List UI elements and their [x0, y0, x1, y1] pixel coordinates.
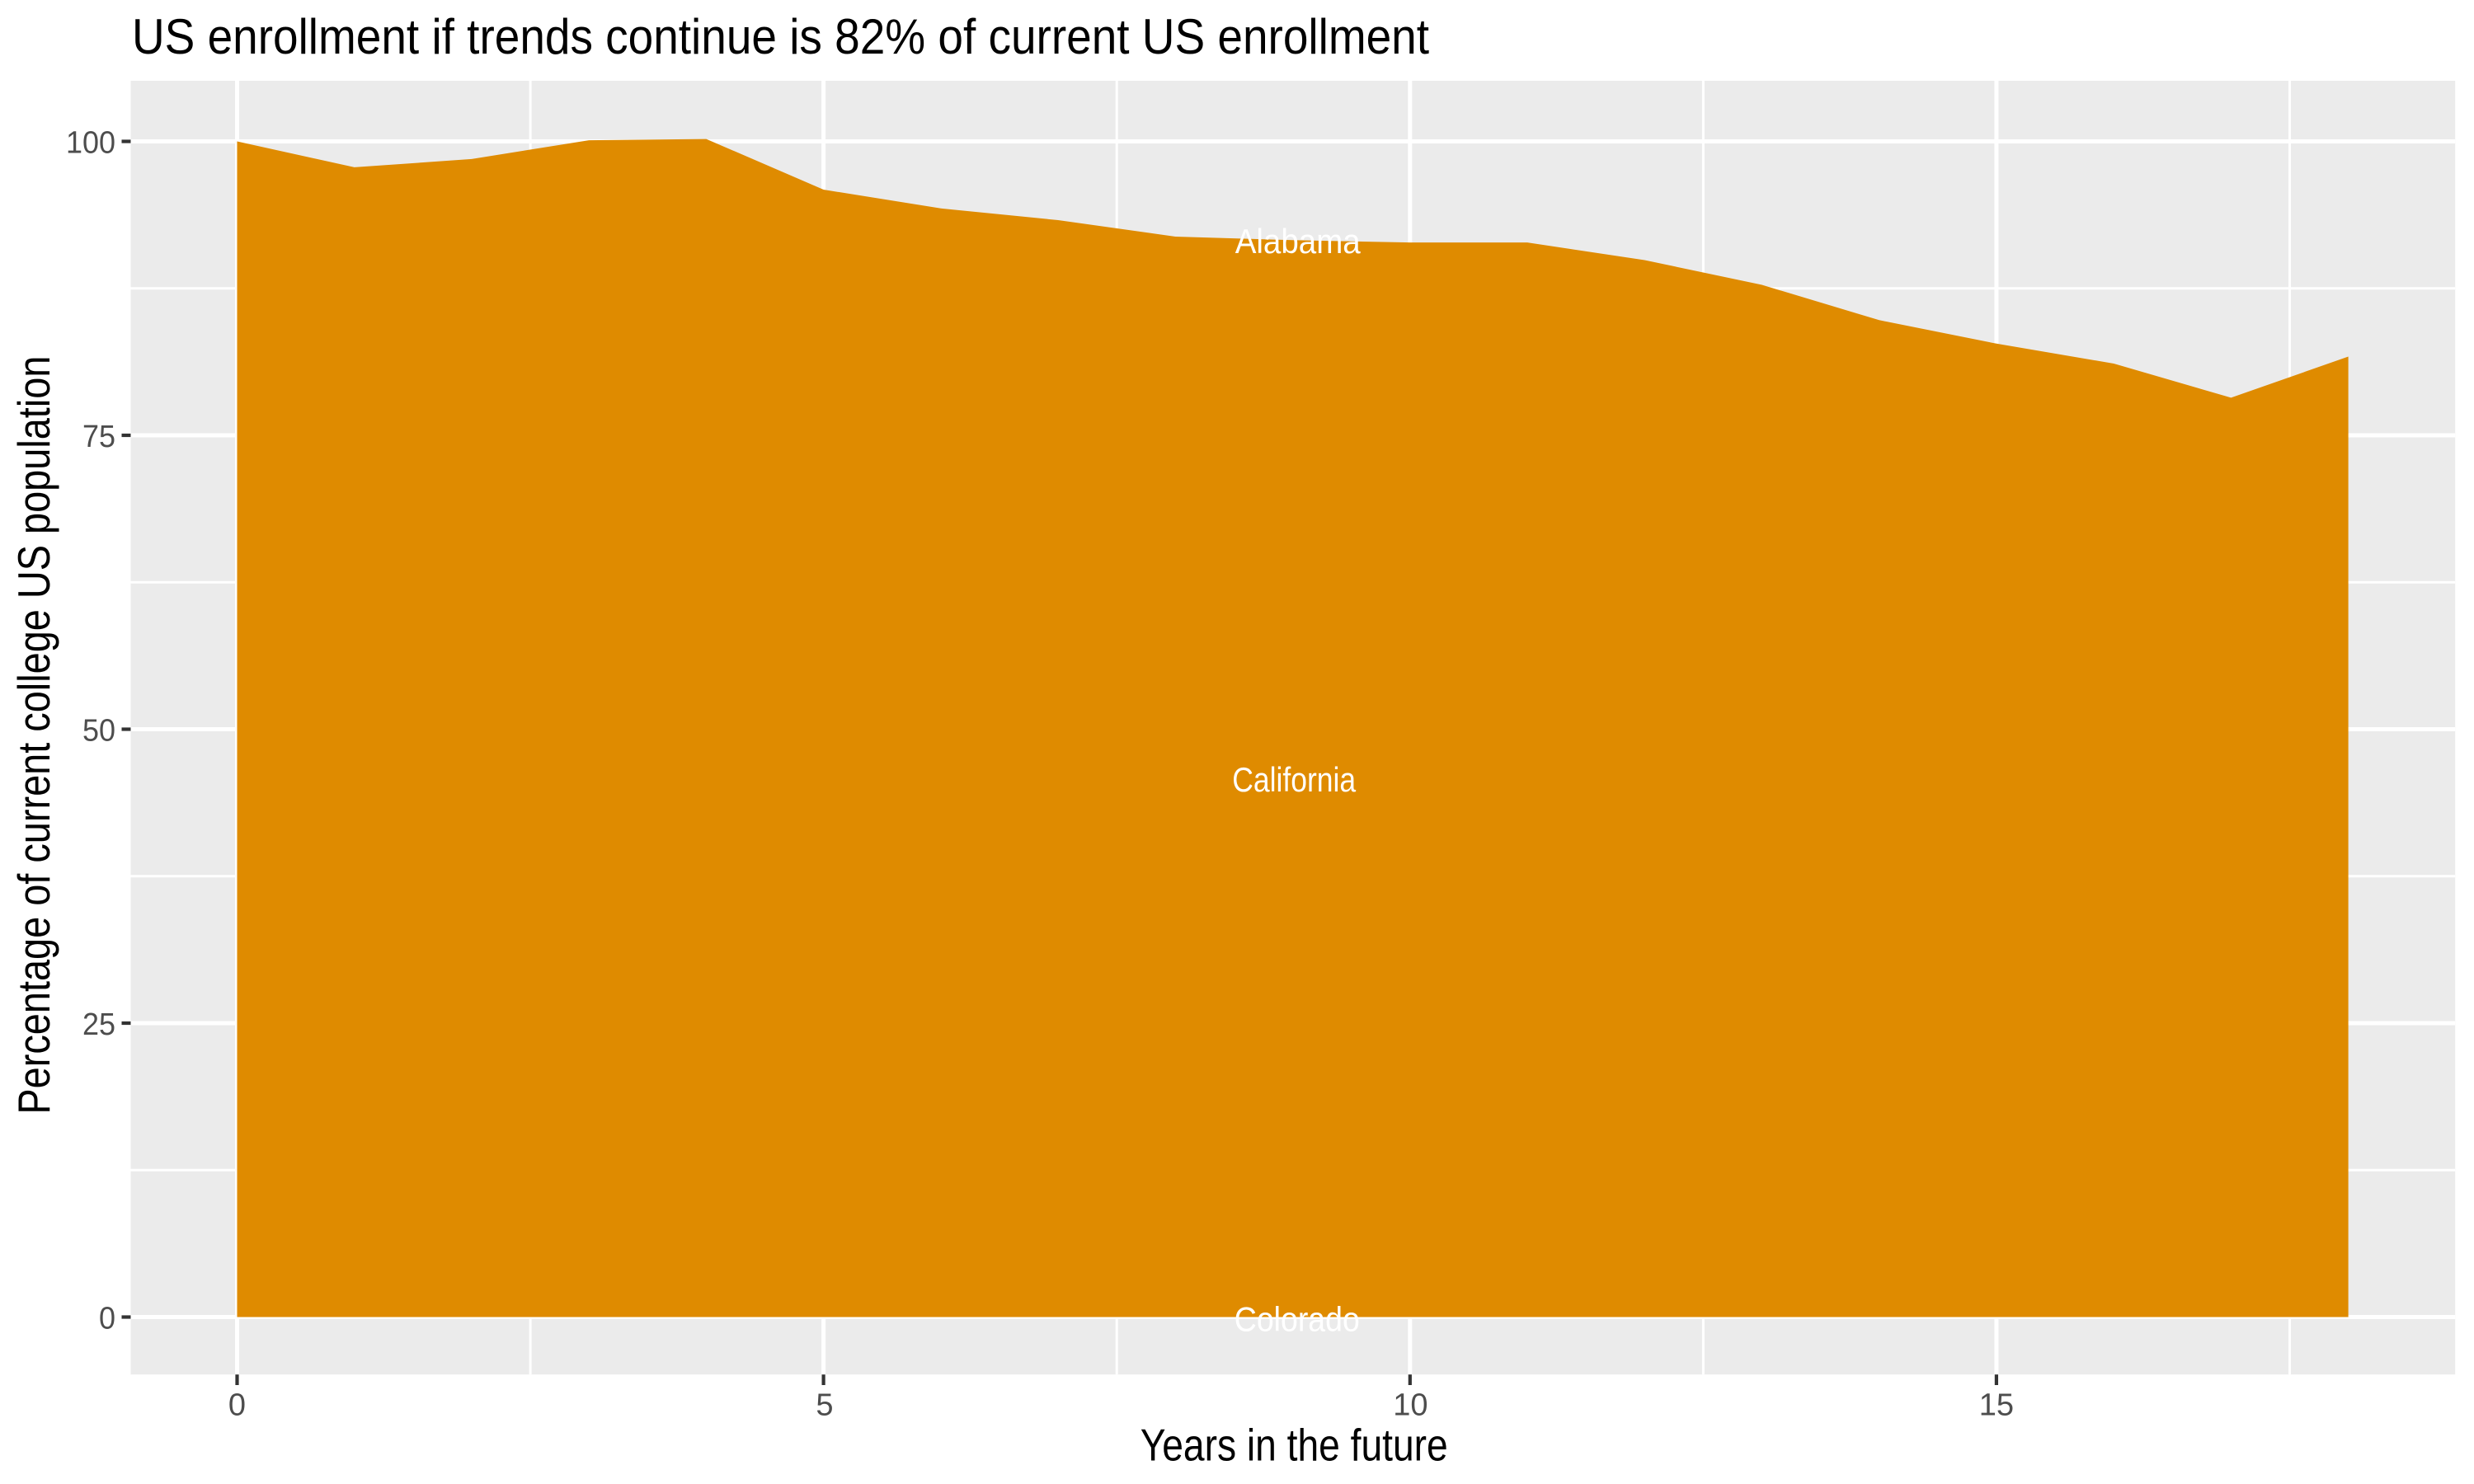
svg-text:Colorado: Colorado: [1235, 1299, 1360, 1338]
svg-text:15: 15: [1979, 1388, 2014, 1423]
svg-text:75: 75: [82, 420, 115, 454]
svg-text:0: 0: [228, 1388, 246, 1423]
svg-text:California: California: [1232, 760, 1357, 799]
svg-text:100: 100: [66, 125, 115, 160]
svg-text:US enrollment if trends contin: US enrollment if trends continue is 82% …: [132, 9, 1429, 64]
svg-text:Alabama: Alabama: [1235, 222, 1362, 261]
svg-text:Percentage of current college: Percentage of current college US populat…: [8, 356, 59, 1115]
svg-text:5: 5: [816, 1388, 833, 1423]
svg-text:50: 50: [82, 713, 115, 748]
svg-text:10: 10: [1393, 1388, 1427, 1423]
svg-text:0: 0: [99, 1301, 115, 1336]
svg-text:25: 25: [82, 1007, 115, 1042]
svg-text:Years in the future: Years in the future: [1141, 1419, 1448, 1470]
